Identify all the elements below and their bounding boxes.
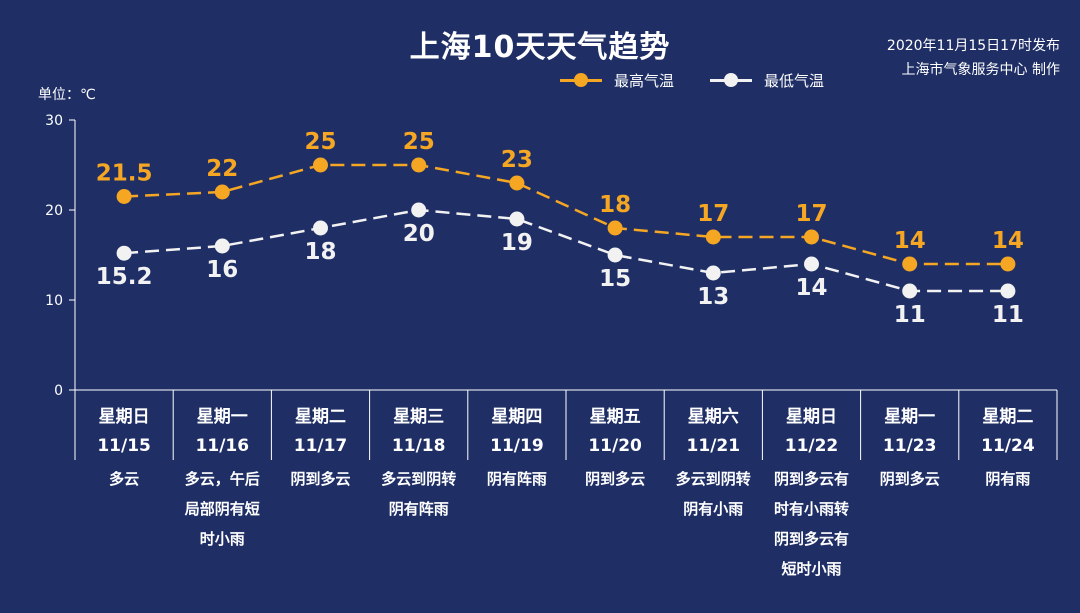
weather-description-line: 阴有小雨 [683, 500, 743, 518]
y-tick-label: 30 [45, 113, 63, 129]
x-tick-date: 11/24 [981, 436, 1035, 456]
data-point-high [313, 157, 328, 173]
x-tick-date: 11/23 [883, 436, 937, 456]
series-line-high [124, 163, 1008, 266]
series-line-low [124, 208, 1008, 293]
data-point-low [116, 245, 132, 261]
legend-label-low: 最低气温 [764, 72, 825, 90]
unit-label: 单位：℃ [38, 87, 96, 103]
data-point-high [214, 184, 230, 200]
legend-item-high: 最高气温 [560, 70, 674, 91]
weather-description-line: 多云 [109, 470, 139, 488]
data-point-high [804, 229, 819, 245]
data-point-low [509, 211, 525, 227]
x-tick-weekday: 星期六 [688, 406, 739, 427]
data-label-low: 20 [403, 221, 435, 247]
x-tick-date: 11/18 [392, 436, 446, 456]
weather-description-line: 短时小雨 [781, 560, 841, 578]
weather-description-line: 多云到阴转 [381, 470, 456, 488]
page-title: 上海10天天气趋势 [409, 30, 671, 65]
x-tick-weekday: 星期一 [197, 407, 248, 427]
legend-marker-high [574, 73, 588, 87]
x-tick-date: 11/19 [490, 436, 544, 456]
data-label-low: 14 [795, 275, 827, 301]
data-label-high: 25 [403, 129, 435, 155]
data-label-high: 17 [697, 201, 729, 227]
weather-description-line: 阴到多云 [585, 470, 645, 488]
data-label-low: 11 [992, 302, 1024, 328]
data-point-low [1000, 283, 1016, 299]
x-tick-weekday: 星期二 [295, 407, 346, 427]
data-label-low: 13 [697, 284, 729, 310]
data-point-high [116, 189, 132, 204]
x-tick-weekday: 星期五 [590, 407, 641, 427]
data-label-high: 14 [992, 228, 1024, 254]
x-tick-weekday: 星期日 [99, 407, 150, 427]
legend-line-low [710, 73, 752, 87]
data-point-high [411, 157, 427, 173]
data-label-low: 15 [599, 266, 631, 292]
legend-line-high [560, 73, 602, 87]
legend-marker-low [724, 73, 738, 87]
data-label-low: 11 [894, 302, 926, 328]
weather-description-line: 阴有阵雨 [389, 500, 449, 518]
data-point-low [902, 283, 918, 299]
data-label-high: 21.5 [96, 161, 153, 187]
y-tick-label: 10 [45, 293, 63, 309]
data-label-high: 22 [206, 156, 238, 182]
data-point-high [509, 175, 525, 191]
data-point-low [411, 202, 427, 218]
x-tick-date: 11/17 [294, 436, 348, 456]
data-label-high: 25 [304, 129, 336, 155]
weather-description-line: 多云，午后 [185, 470, 260, 488]
data-point-low [313, 220, 328, 236]
data-point-low [214, 238, 230, 254]
x-tick-date: 11/21 [687, 436, 741, 456]
x-tick-weekday: 星期二 [982, 407, 1033, 427]
publish-time: 2020年11月15日17时发布 [886, 38, 1060, 54]
data-label-high: 14 [894, 228, 926, 254]
data-point-low [804, 256, 819, 272]
data-point-low [607, 247, 623, 263]
publish-organization: 上海市气象服务中心 制作 [901, 62, 1060, 78]
weather-description-line: 时小雨 [200, 530, 245, 548]
weather-description-line: 阴到多云有 [774, 470, 849, 488]
data-label-high: 23 [501, 147, 533, 173]
data-label-low: 16 [206, 257, 238, 283]
weather-description-line: 局部阴有短 [184, 500, 260, 518]
x-tick-date: 11/15 [97, 436, 151, 456]
y-tick-label: 20 [45, 203, 63, 219]
data-point-high [607, 220, 623, 236]
weather-description-line: 阴到多云 [290, 470, 350, 488]
x-tick-weekday: 星期一 [884, 407, 935, 427]
weather-description-line: 多云到阴转 [676, 470, 751, 488]
data-point-high [902, 256, 918, 272]
weather-description-line: 时有小雨转 [774, 500, 849, 518]
publish-info: 2020年11月15日17时发布 上海市气象服务中心 制作 [887, 34, 1060, 82]
weather-description-line: 阴有雨 [985, 470, 1030, 488]
y-tick-label: 0 [54, 383, 63, 399]
data-point-high [1000, 256, 1016, 272]
legend-label-high: 最高气温 [614, 72, 675, 90]
data-point-high [705, 229, 721, 245]
x-tick-date: 11/16 [196, 436, 250, 456]
weather-description-line: 阴有阵雨 [487, 470, 547, 488]
data-label-low: 19 [501, 230, 533, 256]
weather-description-line: 阴到多云 [880, 470, 940, 488]
x-tick-date: 11/20 [588, 436, 642, 456]
x-tick-weekday: 星期三 [393, 407, 444, 427]
x-tick-weekday: 星期日 [786, 407, 837, 427]
data-label-low: 15.2 [96, 264, 153, 290]
data-label-high: 18 [599, 192, 631, 218]
data-point-low [705, 265, 721, 281]
data-label-high: 17 [795, 201, 827, 227]
data-label-low: 18 [304, 239, 336, 265]
legend-item-low: 最低气温 [710, 70, 824, 91]
weather-description-line: 阴到多云有 [774, 530, 849, 548]
x-tick-weekday: 星期四 [491, 407, 542, 427]
x-tick-date: 11/22 [785, 436, 839, 456]
